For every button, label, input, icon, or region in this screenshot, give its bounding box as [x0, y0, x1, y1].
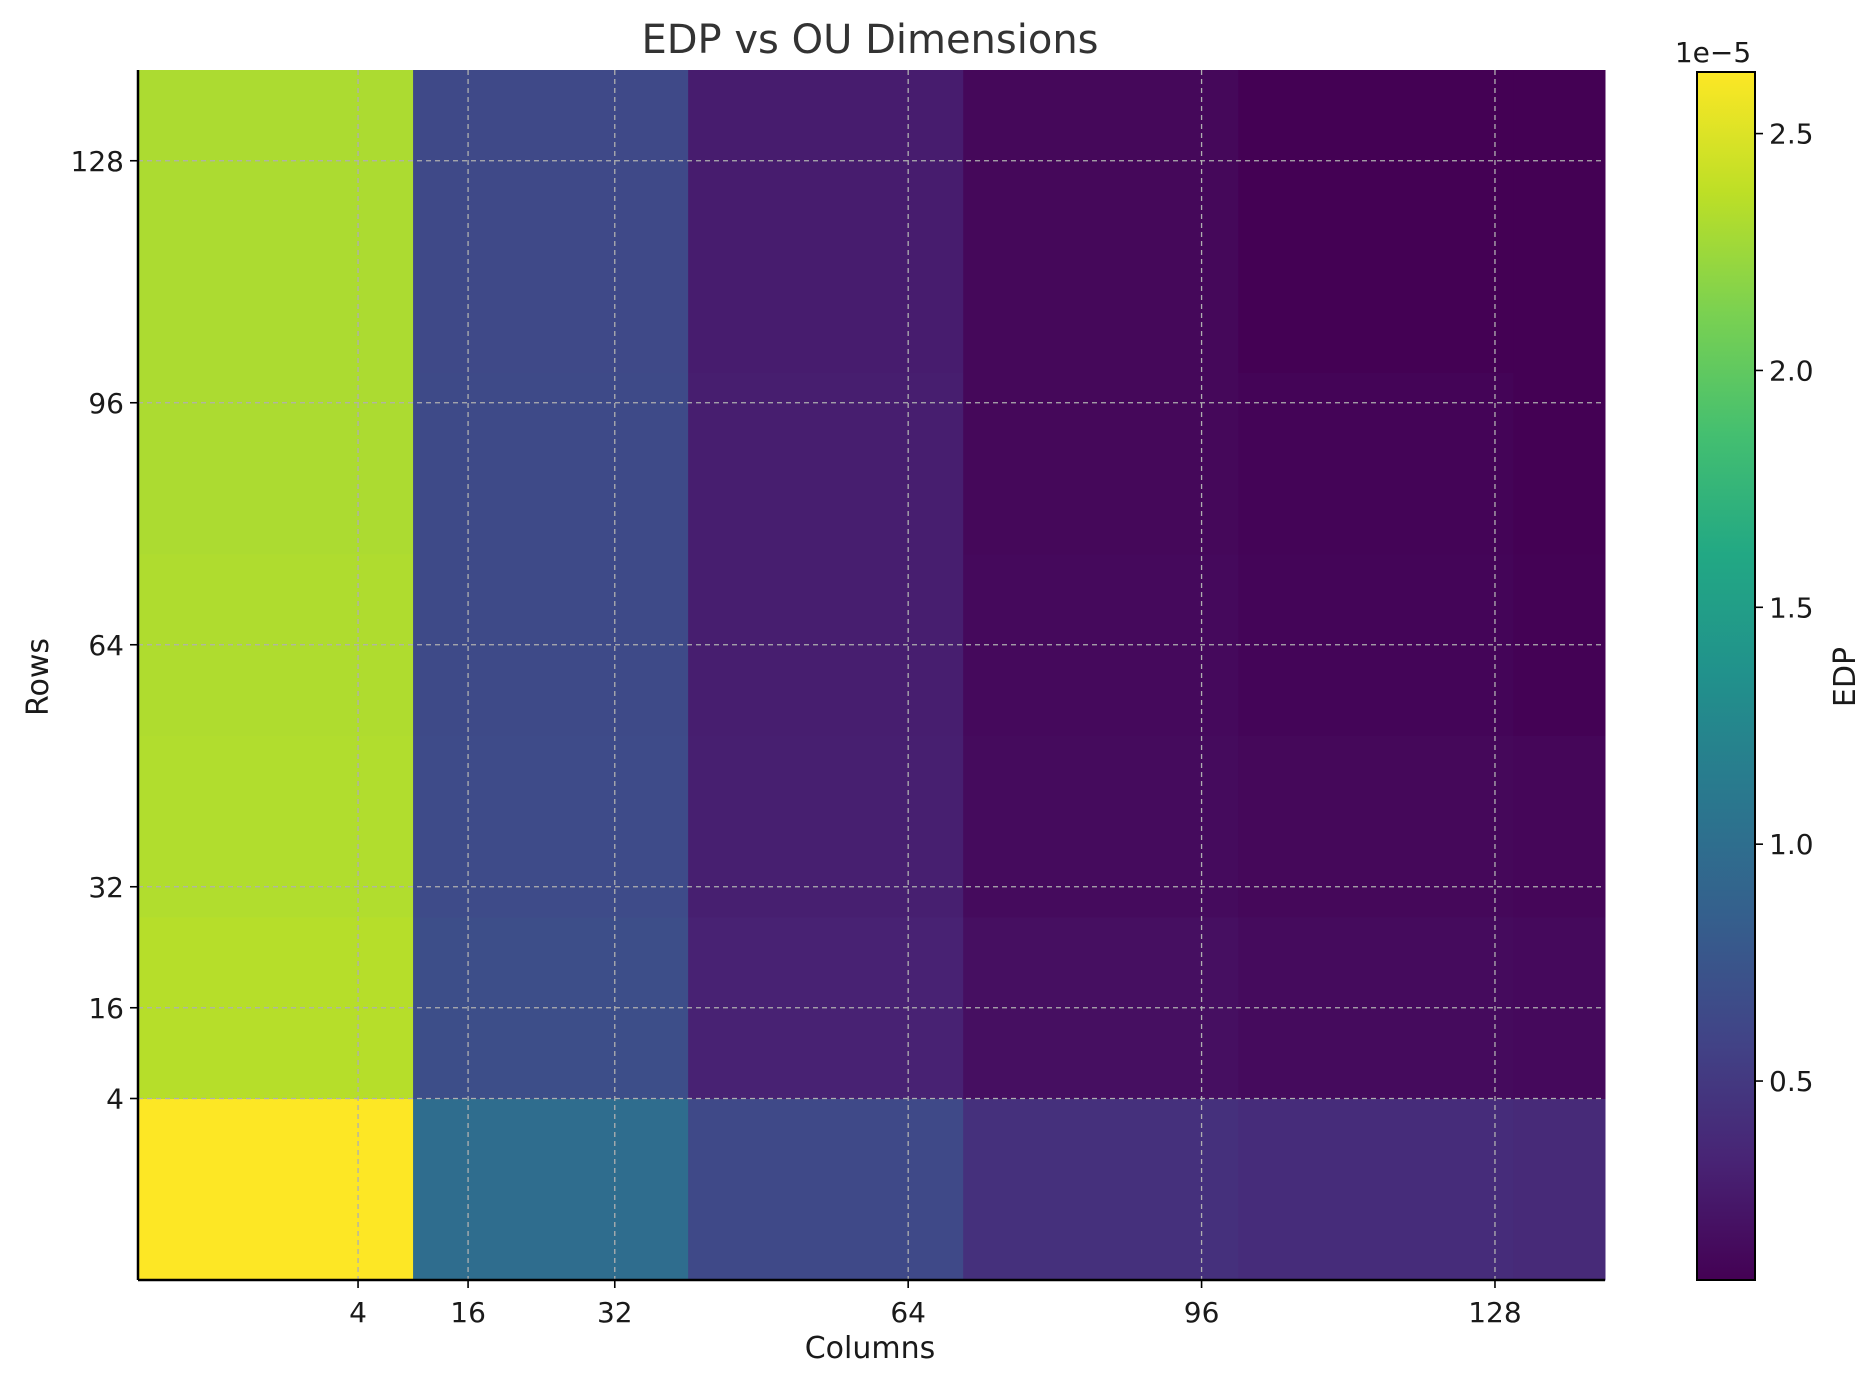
- y-tick-label-5: 128: [71, 145, 124, 178]
- colorbar-tick-label-1: 1.0: [1769, 828, 1814, 861]
- colorbar-tick-label-3: 2.0: [1769, 354, 1814, 387]
- x-axis-label: Columns: [805, 1331, 936, 1366]
- heatmap-cell-r0-c2: [688, 1098, 964, 1281]
- y-tick-label-4: 96: [88, 387, 124, 420]
- heatmap-cell-r4-c3: [963, 372, 1239, 555]
- heatmap-cell-r5-c2: [688, 70, 964, 373]
- x-tick-label-5: 128: [1468, 1296, 1521, 1329]
- heatmap-cell-r2-c1: [413, 735, 689, 918]
- axes: 4 16 32 64 96 128 4 16 32 64 96 128: [71, 70, 1605, 1329]
- x-tick-label-1: 16: [450, 1296, 486, 1329]
- colorbar-label: EDP: [1828, 647, 1863, 707]
- heatmap-cell-r2-c0: [138, 735, 414, 918]
- heatmap-cell-r4-c5: [1513, 372, 1606, 555]
- x-tick-label-0: 4: [349, 1296, 367, 1329]
- heatmap-cell-r5-c5: [1513, 70, 1606, 373]
- y-axis-label: Rows: [21, 638, 56, 716]
- colorbar-tick-label-2: 1.5: [1769, 591, 1814, 624]
- x-tick-label-3: 64: [890, 1296, 926, 1329]
- heatmap-cell-r5-c0: [138, 70, 414, 373]
- chart-title: EDP vs OU Dimensions: [641, 17, 1098, 63]
- colorbar-gradient: [1696, 71, 1756, 1281]
- y-tick-label-2: 32: [88, 871, 124, 904]
- heatmap-cell-r2-c2: [688, 735, 964, 918]
- heatmap-cell-r2-c3: [963, 735, 1239, 918]
- y-tick-label-0: 4: [106, 1083, 124, 1116]
- heatmap-cell-r0-c5: [1513, 1098, 1606, 1281]
- colorbar-tick-label-0: 0.5: [1769, 1065, 1814, 1098]
- heatmap-cell-r4-c4: [1238, 372, 1514, 555]
- y-tick-label-1: 16: [88, 992, 124, 1025]
- colorbar-tick-label-4: 2.5: [1769, 118, 1814, 151]
- colorbar: 0.5 1.0 1.5 2.0 2.5: [1696, 71, 1814, 1281]
- heatmap-cell-r5-c3: [963, 70, 1239, 373]
- x-tick-label-2: 32: [597, 1296, 633, 1329]
- heatmap-cell-r0-c1: [413, 1098, 689, 1281]
- heatmap-cell-r2-c5: [1513, 735, 1606, 918]
- heatmap-cell-r5-c1: [413, 70, 689, 373]
- x-tick-label-4: 96: [1184, 1296, 1220, 1329]
- heatmap-cell-r5-c4: [1238, 70, 1514, 373]
- heatmap-cell-r4-c2: [688, 372, 964, 555]
- heatmap-cell-r0-c4: [1238, 1098, 1514, 1281]
- heatmap-cell-r2-c4: [1238, 735, 1514, 918]
- y-tick-label-3: 64: [88, 629, 124, 662]
- heatmap-cell-r4-c0: [138, 372, 414, 555]
- grid-lines: [138, 70, 1605, 1280]
- heatmap-cell-r0-c0: [138, 1098, 414, 1281]
- heatmap-cell-r4-c1: [413, 372, 689, 555]
- heatmap-cell-r0-c3: [963, 1098, 1239, 1281]
- colorbar-offset-text: 1e−5: [1675, 36, 1751, 69]
